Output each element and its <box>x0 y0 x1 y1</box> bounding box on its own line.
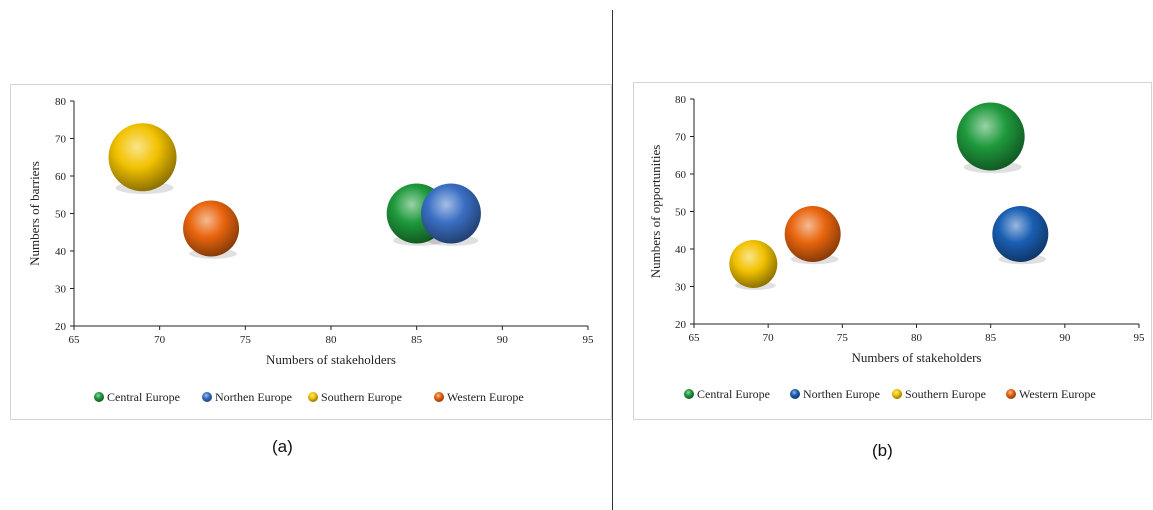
legend-label: Southern Europe <box>321 390 402 404</box>
x-tick-label: 80 <box>911 332 923 344</box>
y-tick-label: 70 <box>55 134 67 146</box>
chart-panel-b: 65 70 75 80 85 90 95 20 30 40 50 60 70 80 Numbers of s… <box>633 82 1152 420</box>
x-tick-label: 75 <box>837 332 849 344</box>
bubble-central-europe <box>956 102 1025 171</box>
legend-marker <box>684 389 694 399</box>
legend-label: Western Europe <box>447 390 524 404</box>
x-tick-label: 70 <box>763 332 775 344</box>
x-tick-label: 90 <box>497 334 509 346</box>
bubble-chart-a: 65 70 75 80 85 90 95 20 30 40 50 60 70 80 Numbers of s… <box>27 96 595 404</box>
x-tick-label: 90 <box>1059 332 1071 344</box>
legend-label: Southern Europe <box>905 387 986 401</box>
y-tick-label: 30 <box>55 284 67 296</box>
y-tick-label: 80 <box>675 94 687 106</box>
legend-label: Western Europe <box>1019 387 1096 401</box>
bubble-chart-b: 65 70 75 80 85 90 95 20 30 40 50 60 70 80 Numbers of s… <box>648 94 1146 401</box>
legend-label: Central Europe <box>697 387 770 401</box>
legend-marker <box>1006 389 1016 399</box>
legend-marker <box>434 392 444 402</box>
legend-marker <box>308 392 318 402</box>
legend-marker <box>202 392 212 402</box>
x-tick-label: 85 <box>985 332 997 344</box>
panel-divider <box>612 10 613 510</box>
x-tick-label: 80 <box>326 334 338 346</box>
y-tick-label: 60 <box>55 171 67 183</box>
y-tick-label: 50 <box>675 207 687 219</box>
y-tick-label: 40 <box>675 244 687 256</box>
x-tick-label: 95 <box>583 334 595 346</box>
y-axis-label: Numbers of barriers <box>27 161 42 266</box>
y-tick-label: 80 <box>55 96 67 108</box>
y-tick-label: 70 <box>675 132 687 144</box>
y-tick-label: 50 <box>55 209 67 221</box>
x-tick-label: 75 <box>240 334 252 346</box>
x-tick-label: 65 <box>69 334 81 346</box>
bubble-western-europe <box>183 200 240 257</box>
x-tick-label: 85 <box>411 334 423 346</box>
legend-label: Northen Europe <box>215 390 292 404</box>
legend-label: Central Europe <box>107 390 180 404</box>
legend-marker <box>892 389 902 399</box>
y-tick-label: 20 <box>55 321 67 333</box>
bubble-southern-europe <box>729 240 778 288</box>
bubble-northen-europe <box>992 206 1049 262</box>
bubble-western-europe <box>784 206 841 262</box>
chart-panel-a: 65 70 75 80 85 90 95 20 30 40 50 60 70 80 Numbers of s… <box>10 84 612 420</box>
x-axis-label: Numbers of stakeholders <box>852 350 982 365</box>
legend-marker <box>94 392 104 402</box>
x-tick-label: 70 <box>154 334 166 346</box>
x-tick-label: 95 <box>1134 332 1146 344</box>
caption-a: (a) <box>272 437 293 456</box>
x-tick-label: 65 <box>689 332 701 344</box>
y-axis-label: Numbers of opportunities <box>648 145 663 279</box>
legend-label: Northen Europe <box>803 387 880 401</box>
y-tick-label: 30 <box>675 282 687 294</box>
y-tick-label: 60 <box>675 169 687 181</box>
bubble-southern-europe <box>108 123 177 192</box>
bubble-northen-europe <box>420 183 481 244</box>
y-tick-label: 40 <box>55 246 67 258</box>
legend-marker <box>790 389 800 399</box>
caption-b: (b) <box>872 441 893 460</box>
x-axis-label: Numbers of stakeholders <box>266 352 396 367</box>
y-tick-label: 20 <box>675 319 687 331</box>
